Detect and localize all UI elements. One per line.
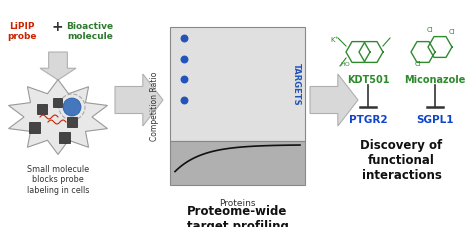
Point xyxy=(180,98,188,102)
FancyBboxPatch shape xyxy=(29,121,40,133)
Text: Small molecule
blocks probe
labeling in cells: Small molecule blocks probe labeling in … xyxy=(27,165,89,195)
FancyBboxPatch shape xyxy=(60,131,71,143)
Circle shape xyxy=(63,98,81,116)
Text: Miconazole: Miconazole xyxy=(404,75,465,85)
Text: LiPIP
probe: LiPIP probe xyxy=(7,22,37,41)
Polygon shape xyxy=(115,74,163,126)
Text: +: + xyxy=(51,20,63,34)
Text: HO: HO xyxy=(340,62,350,67)
Point xyxy=(180,37,188,40)
Point xyxy=(180,77,188,81)
Text: PTGR2: PTGR2 xyxy=(349,115,387,125)
Text: K⁺: K⁺ xyxy=(330,37,338,43)
FancyBboxPatch shape xyxy=(67,117,77,127)
Text: Discovery of
functional
interactions: Discovery of functional interactions xyxy=(360,139,443,182)
Polygon shape xyxy=(9,79,108,154)
Text: Proteins: Proteins xyxy=(219,199,256,208)
Point xyxy=(180,57,188,61)
Text: Competition Ratio: Competition Ratio xyxy=(151,71,159,141)
Text: TARGETS: TARGETS xyxy=(292,63,301,105)
Text: KDT501: KDT501 xyxy=(347,75,389,85)
Polygon shape xyxy=(310,74,358,126)
FancyBboxPatch shape xyxy=(37,104,47,114)
FancyBboxPatch shape xyxy=(54,98,63,106)
Bar xyxy=(170,27,305,141)
Polygon shape xyxy=(40,52,76,80)
Text: Cl: Cl xyxy=(415,61,422,67)
Text: SGPL1: SGPL1 xyxy=(416,115,454,125)
Text: Bioactive
molecule: Bioactive molecule xyxy=(66,22,114,41)
Text: Proteome-wide
target profiling: Proteome-wide target profiling xyxy=(187,205,289,227)
Text: Cl: Cl xyxy=(449,29,456,35)
Bar xyxy=(170,141,305,185)
Text: Cl: Cl xyxy=(427,27,434,33)
